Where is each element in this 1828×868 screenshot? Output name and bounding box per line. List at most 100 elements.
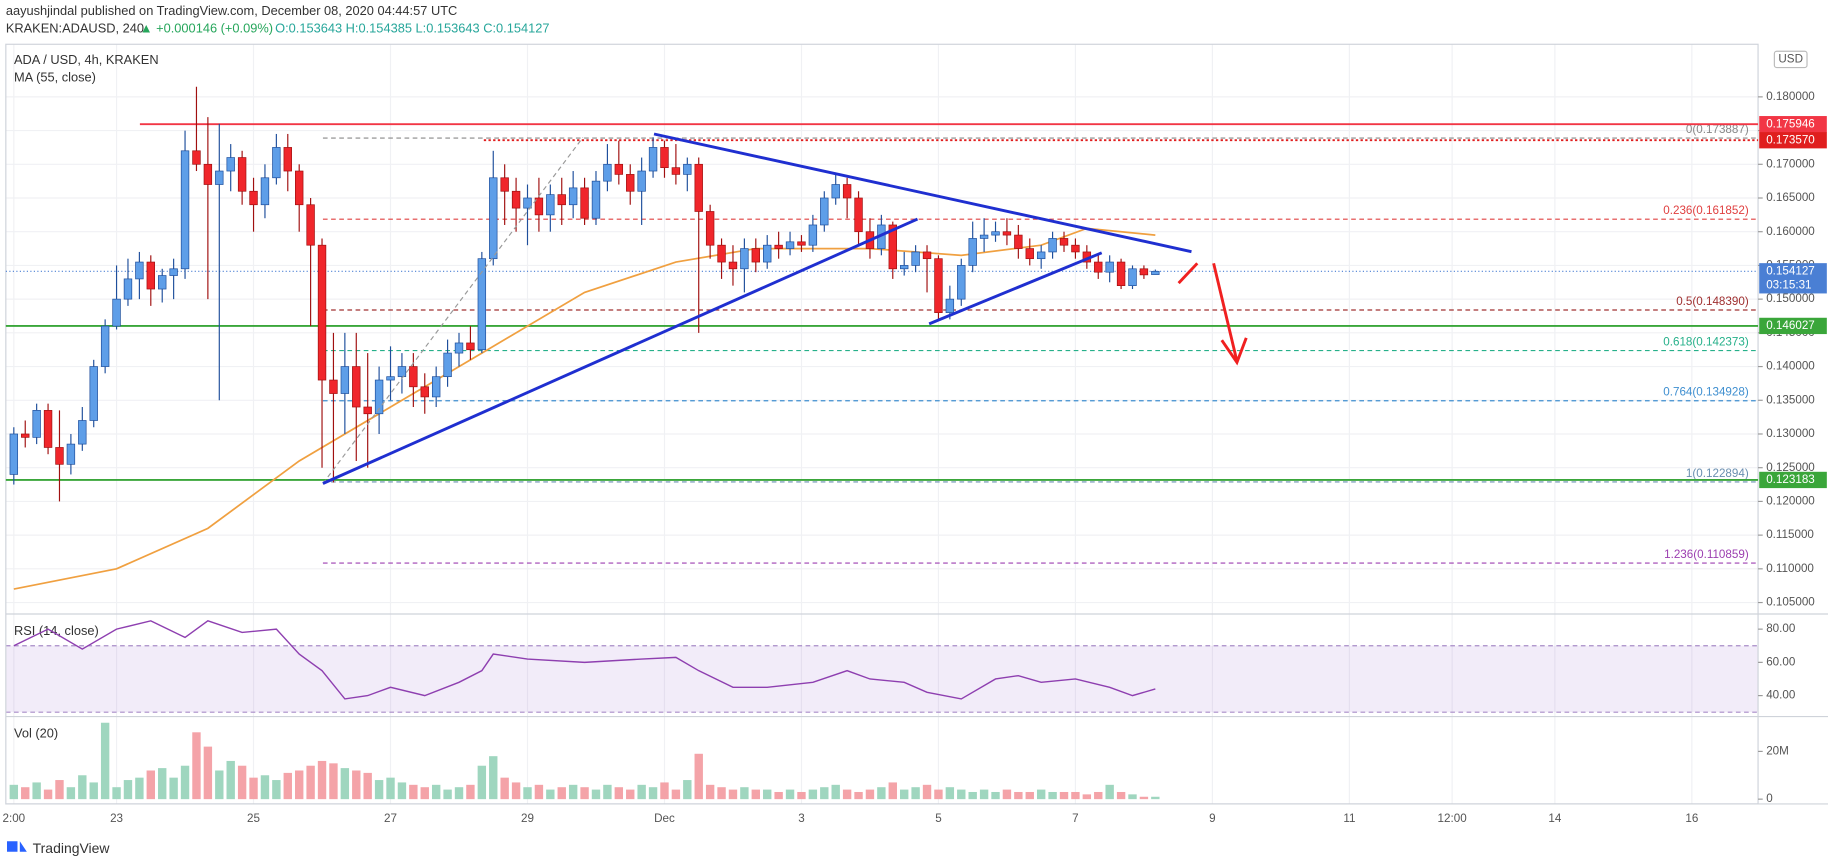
y-tick-label: 0.105000 (1766, 596, 1815, 609)
volume-bar (968, 791, 977, 800)
logo (6, 841, 27, 852)
volume-bar (991, 791, 1000, 800)
volume-bar (431, 784, 441, 800)
volume-legend: Vol (20) (14, 725, 58, 740)
volume-bar (386, 777, 395, 800)
fib-label: 1.236(0.110859) (1664, 548, 1749, 561)
candle-body (934, 258, 943, 313)
x-tick-label: 12:00 (1438, 812, 1468, 825)
grid-layer (5, 44, 1759, 804)
candle-body (466, 342, 475, 351)
candle-body (409, 366, 418, 388)
volume-bar (466, 784, 475, 800)
volume-bar (9, 784, 19, 800)
candle-body (329, 379, 338, 394)
candle-body (1105, 261, 1114, 273)
x-tick-label: 5 (935, 812, 941, 825)
volume-bar (717, 787, 726, 800)
volume-bar (865, 789, 875, 800)
candle-body (557, 194, 566, 206)
volume-bar (78, 775, 87, 800)
volume-bar (934, 789, 943, 800)
volume-bar (854, 791, 863, 800)
candle-body (1116, 261, 1126, 287)
candle-body (374, 379, 384, 415)
candle-body (751, 248, 760, 263)
candle-body (1025, 248, 1034, 260)
candle-body (603, 163, 612, 182)
trend-line (322, 217, 919, 485)
candle-body (386, 376, 395, 381)
volume-bar (1105, 784, 1114, 800)
candle-body (820, 197, 829, 226)
volume-bar (979, 789, 989, 800)
candle-body (763, 244, 772, 263)
volume-bar (842, 789, 852, 800)
candle-body (249, 190, 258, 206)
x-tick-label: 23 (110, 812, 123, 825)
volume-bar (112, 787, 121, 800)
volume-bar (340, 768, 350, 800)
candle-body (1036, 251, 1046, 260)
candle-body (957, 265, 966, 300)
volume-bar (409, 784, 418, 800)
volume-bar (180, 765, 190, 800)
volume-bar (329, 763, 338, 800)
y-tick-label: 0.120000 (1766, 494, 1815, 507)
candle-body (637, 170, 646, 192)
change: ▲ +0.000146 (+0.09%) (140, 21, 273, 36)
candle-body (180, 150, 190, 270)
x-tick-label: Dec (654, 812, 675, 825)
volume-bar (66, 787, 76, 800)
fib-label: 0.5(0.148390) (1676, 295, 1749, 308)
candle-body (477, 258, 487, 351)
candle-body (808, 224, 818, 246)
price-tag-label: 0.175946 (1766, 117, 1815, 130)
volume-bar (511, 782, 521, 800)
candle-body (740, 248, 749, 270)
candle-body (215, 170, 224, 185)
y-tick-label: 0.130000 (1766, 427, 1815, 440)
volume-bar (420, 787, 429, 800)
price-tag (1759, 317, 1827, 335)
drawings (322, 132, 1248, 485)
volume-bar (660, 782, 669, 800)
price-tag-label: 0.173570 (1766, 133, 1815, 146)
volume-bar (272, 780, 281, 800)
volume-bar (808, 789, 818, 800)
volume-tick-label: 20M (1766, 744, 1789, 757)
candle-body (283, 147, 292, 172)
price-tag (1759, 132, 1827, 149)
volume-bar (158, 768, 167, 800)
ohlc: O:0.153643 H:0.154385 L:0.153643 C:0.154… (275, 21, 549, 36)
chart-title: ADA / USD, 4h, KRAKEN (14, 52, 159, 67)
candle-body (78, 420, 87, 445)
candle-body (352, 366, 361, 408)
volume-bar (1094, 791, 1103, 800)
volume-bar (295, 770, 304, 800)
volume-bar (32, 782, 41, 800)
price-tag (1759, 263, 1827, 294)
candle-body (100, 325, 110, 367)
candle-body (671, 167, 681, 175)
volume-bar (1048, 791, 1057, 800)
volume-bar (1036, 789, 1046, 800)
volume-bar (740, 787, 749, 800)
volume-bar (546, 789, 555, 800)
currency: USD (1778, 53, 1803, 66)
volume-bar (443, 789, 452, 800)
candle-body (431, 376, 441, 398)
volume-tick-label: 0 (1766, 792, 1773, 805)
x-tick-label: 2:00 (2, 812, 25, 825)
volume-bar (1116, 791, 1126, 800)
candle-body (146, 261, 155, 290)
volume-bar (352, 770, 361, 800)
symbol: KRAKEN:ADAUSD, 240 (6, 21, 144, 36)
volume-bar (534, 784, 544, 800)
volume-bar (1059, 791, 1069, 800)
volume-bar (169, 777, 178, 800)
y-tick-label: 0.160000 (1766, 225, 1815, 238)
volume-bar (489, 756, 498, 800)
candle-body (1071, 244, 1080, 253)
fib-label: 0.764(0.134928) (1663, 386, 1749, 399)
